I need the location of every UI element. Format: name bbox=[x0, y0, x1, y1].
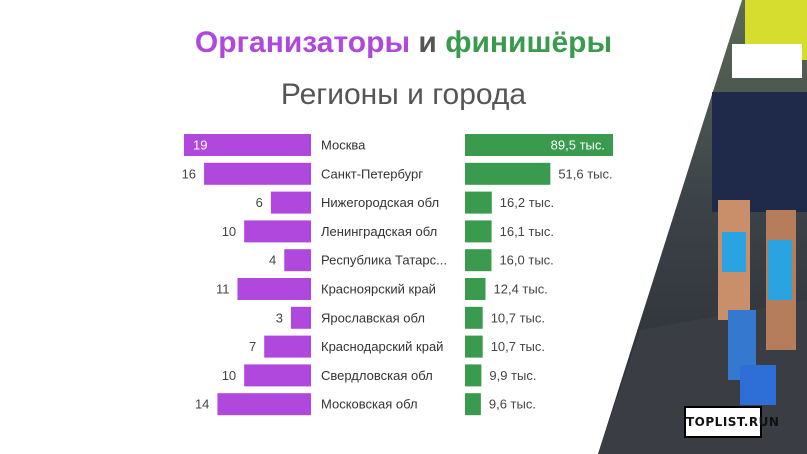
organizers-value-label: 10 bbox=[222, 368, 236, 383]
category-label: Красноярский край bbox=[321, 282, 436, 297]
finishers-bar bbox=[465, 335, 483, 358]
organizers-bar bbox=[184, 134, 311, 156]
category-label: Краснодарский край bbox=[321, 339, 443, 354]
category-label: Санкт-Петербург bbox=[321, 166, 423, 181]
finishers-bar bbox=[465, 134, 613, 156]
organizers-value-label: 6 bbox=[256, 195, 263, 210]
category-label: Республика Татарс... bbox=[321, 253, 447, 268]
organizers-bar bbox=[244, 220, 311, 243]
organizers-bar bbox=[264, 335, 311, 358]
organizers-bar bbox=[284, 249, 311, 272]
finishers-value-label: 10,7 тыс. bbox=[491, 310, 545, 325]
category-label: Нижегородская обл bbox=[321, 195, 439, 210]
category-label: Ленинградская обл bbox=[321, 224, 437, 239]
organizers-value-label: 7 bbox=[249, 339, 256, 354]
title-finishers: финишёры bbox=[445, 26, 613, 59]
organizers-value-label: 19 bbox=[193, 138, 207, 153]
organizers-bar bbox=[244, 364, 311, 387]
organizers-value-label: 10 bbox=[222, 224, 236, 239]
finishers-bar bbox=[465, 220, 492, 243]
finishers-bar bbox=[465, 249, 492, 272]
title-and: и bbox=[418, 26, 437, 59]
category-label: Московская обл bbox=[321, 397, 418, 412]
finishers-value-label: 9,6 тыс. bbox=[489, 397, 536, 412]
category-label: Ярославская обл bbox=[321, 310, 425, 325]
finishers-bar bbox=[465, 393, 481, 416]
organizers-bar bbox=[204, 162, 311, 185]
organizers-value-label: 16 bbox=[182, 166, 196, 181]
finishers-bar bbox=[465, 162, 551, 185]
organizers-value-label: 14 bbox=[195, 397, 209, 412]
organizers-bar bbox=[237, 278, 311, 300]
category-label: Москва bbox=[321, 138, 366, 153]
organizers-bar bbox=[217, 393, 311, 416]
chart-subtitle: Регионы и города bbox=[280, 78, 527, 111]
organizers-value-label: 11 bbox=[216, 282, 230, 297]
chart-title: Организаторы и финишёры bbox=[0, 26, 807, 60]
organizers-bar bbox=[270, 191, 311, 214]
finishers-bar bbox=[465, 191, 492, 214]
finishers-value-label: 51,6 тыс. bbox=[558, 166, 612, 181]
finishers-value-label: 16,2 тыс. bbox=[500, 195, 554, 210]
finishers-bar bbox=[465, 278, 486, 300]
finishers-value-label: 12,4 тыс. bbox=[494, 282, 548, 297]
finishers-value-label: 10,7 тыс. bbox=[491, 339, 545, 354]
category-label: Свердловская обл bbox=[321, 368, 433, 383]
finishers-value-label: 16,1 тыс. bbox=[500, 224, 554, 239]
organizers-value-label: 4 bbox=[269, 253, 276, 268]
title-organizers: Организаторы bbox=[194, 26, 411, 59]
organizers-value-label: 3 bbox=[276, 310, 283, 325]
organizers-bar bbox=[290, 306, 311, 329]
finishers-value-label: 9,9 тыс. bbox=[489, 368, 536, 383]
toplist-logo: TOPLIST.RUN bbox=[684, 406, 779, 438]
finishers-value-label: 89,5 тыс. bbox=[551, 138, 605, 153]
finishers-bar bbox=[465, 364, 482, 387]
finishers-bar bbox=[465, 306, 483, 329]
finishers-value-label: 16,0 тыс. bbox=[499, 253, 553, 268]
